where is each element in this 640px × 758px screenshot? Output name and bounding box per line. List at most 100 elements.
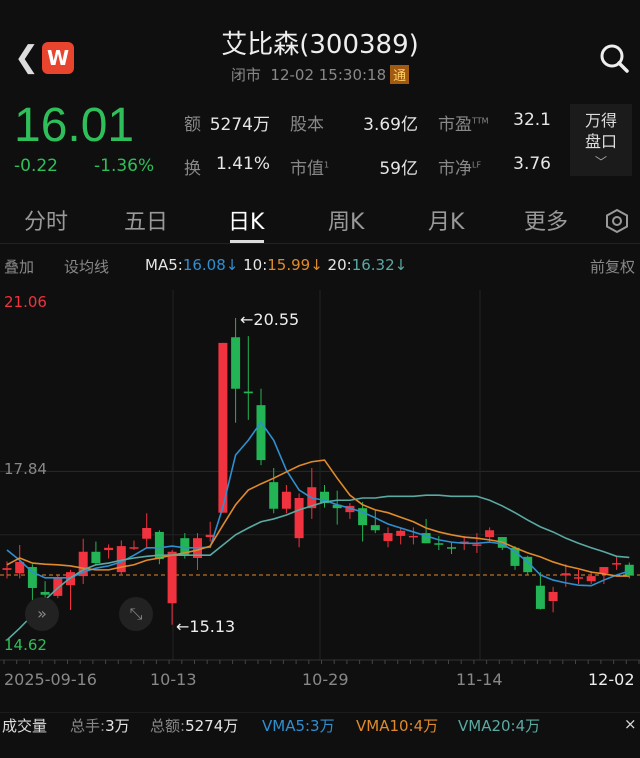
stat-value: 5274万 <box>209 115 270 135</box>
candle-body <box>332 504 342 509</box>
fast-forward-icon[interactable]: » <box>25 597 59 631</box>
total-amount-value: 5274万 <box>185 717 239 735</box>
ma20-line <box>6 494 630 641</box>
tab-more[interactable]: 更多 <box>524 210 569 235</box>
candle-body <box>523 556 533 573</box>
x-tick: 11-14 <box>456 670 503 689</box>
candle-body <box>624 564 634 575</box>
x-tick: 10-13 <box>150 670 197 689</box>
candle-body <box>218 342 228 513</box>
stat-label: 换 <box>184 159 201 179</box>
y-label-max: 21.06 <box>4 293 47 311</box>
candle-body <box>396 530 406 536</box>
adjust-mode-button[interactable]: 前复权 <box>590 258 636 276</box>
stat-label: 股本 <box>290 115 324 135</box>
candle-body <box>129 547 139 549</box>
candle-body <box>78 551 88 577</box>
vma10: VMA10:4万 <box>356 717 439 735</box>
candle-body <box>2 568 12 570</box>
set-ma-button[interactable]: 设均线 <box>64 258 110 276</box>
kline-chart[interactable] <box>0 282 640 666</box>
vma20: VMA20:4万 <box>458 717 541 735</box>
stat-value: 59亿 <box>379 159 418 179</box>
ma20-value: 16.32↓ <box>351 256 408 274</box>
candle-body <box>15 561 25 574</box>
candle-body <box>256 405 266 461</box>
wind-line2: 盘口 <box>584 132 617 151</box>
volume-title: 成交量 <box>2 717 48 735</box>
tab-daily-k[interactable]: 日K <box>228 210 265 235</box>
high-annotation: ←20.55 <box>240 310 300 329</box>
ma10-label: 10: <box>243 256 268 274</box>
x-tick: 2025-09-16 <box>4 670 97 689</box>
candle-body <box>510 547 520 566</box>
candle-body <box>104 547 114 551</box>
stat-label: 额 <box>184 115 201 135</box>
x-tick: 12-02 <box>588 670 635 689</box>
candle-body <box>535 585 545 609</box>
ma5-label: MA5: <box>145 256 183 274</box>
close-icon[interactable]: × <box>624 715 637 733</box>
candle-body <box>27 567 37 588</box>
candle-body <box>561 573 571 576</box>
tab-weekly-k[interactable]: 周K <box>328 210 365 235</box>
candle-body <box>383 533 393 542</box>
candle-body <box>142 527 152 539</box>
overlay-button[interactable]: 叠加 <box>4 258 35 276</box>
ma20-label: 20: <box>327 256 352 274</box>
candle-body <box>91 551 101 564</box>
candle-body <box>434 543 444 545</box>
candle-body <box>269 482 279 509</box>
tab-five-day[interactable]: 五日 <box>124 210 169 235</box>
stat-label: 市值1 <box>290 159 330 179</box>
candle-body <box>586 576 596 582</box>
total-hands-label: 总手: <box>70 717 106 735</box>
candle-body <box>180 538 190 556</box>
market-status: 闭市 12-02 15:30:18 通 <box>0 64 640 85</box>
low-annotation: ←15.13 <box>176 617 236 636</box>
tong-badge[interactable]: 通 <box>390 65 410 84</box>
candle-body <box>40 591 50 595</box>
candle-body <box>243 391 253 394</box>
candle-body <box>345 505 355 513</box>
stat-value: 3.69亿 <box>363 115 418 135</box>
candle-body <box>294 497 304 539</box>
tab-monthly-k[interactable]: 月K <box>428 210 465 235</box>
stock-title: 艾比森(300389) <box>221 30 419 60</box>
candle-body <box>548 591 558 601</box>
tab-intraday[interactable]: 分时 <box>24 210 69 235</box>
vma5: VMA5:3万 <box>262 717 335 735</box>
ma10-line <box>6 459 630 577</box>
total-hands-value: 3万 <box>105 717 130 735</box>
total-amount-label: 总额: <box>150 717 186 735</box>
settings-icon[interactable] <box>604 208 630 234</box>
price-change: -0.22 <box>14 156 58 176</box>
candle-body <box>612 563 622 565</box>
candle-body <box>53 577 63 596</box>
stat-value: 3.76 <box>513 154 551 174</box>
wind-line1: 万得 <box>584 111 617 130</box>
back-button[interactable]: ❮ <box>14 40 40 75</box>
candle-body <box>447 547 456 549</box>
candle-body <box>320 491 329 504</box>
app-logo[interactable]: W <box>42 42 74 74</box>
chevron-down-icon: ﹀ <box>594 155 607 169</box>
search-icon[interactable] <box>598 42 630 74</box>
stat-value: 1.41% <box>215 154 270 174</box>
price-change-pct: -1.36% <box>94 156 155 176</box>
candle-body <box>116 546 126 573</box>
expand-icon[interactable]: ⤡ <box>119 597 153 631</box>
candle-body <box>281 491 291 509</box>
x-tick: 10-29 <box>302 670 349 689</box>
candle-body <box>574 577 583 579</box>
period-tabs: 分时 五日 日K 周K 月K 更多 <box>0 200 640 244</box>
candle-body <box>231 337 241 389</box>
candle-body <box>421 533 431 544</box>
y-label-min: 14.62 <box>4 636 47 654</box>
datetime: 12-02 15:30:18 <box>270 66 387 84</box>
candle-body <box>599 567 609 574</box>
volume-indicator-bar: 成交量 总手:3万 总额:5274万 VMA5:3万 VMA10:4万 VMA2… <box>0 712 640 738</box>
stat-value: 32.1 <box>513 110 551 130</box>
wind-orderbook-button[interactable]: 万得盘口 ﹀ <box>570 104 632 176</box>
candle-body <box>485 530 495 538</box>
